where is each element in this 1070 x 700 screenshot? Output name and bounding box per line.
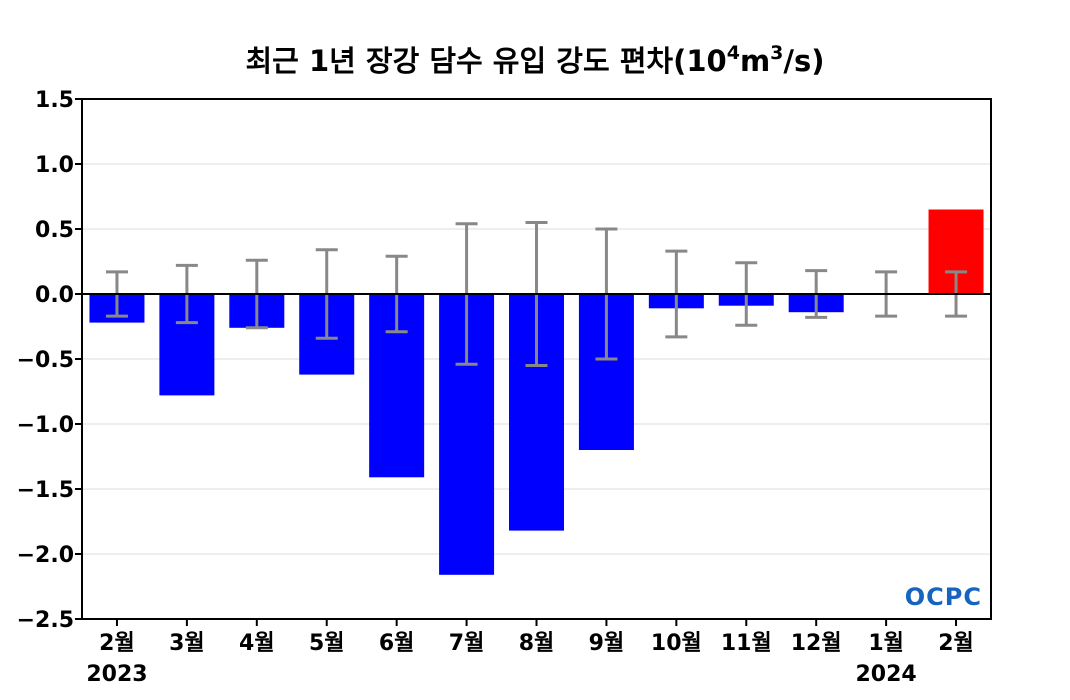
y-tick-label: −0.5 (17, 348, 74, 373)
x-tick-label: 1월 (868, 631, 904, 656)
y-tick-label: 1.0 (35, 153, 74, 178)
x-tick-label: 6월 (379, 631, 415, 656)
x-tick-label: 2월 (99, 631, 135, 656)
y-tick-label: −1.5 (17, 478, 74, 503)
x-tick-label: 3월 (169, 631, 205, 656)
title-main: 최근 1년 장강 담수 유입 강도 편차(10 (245, 44, 726, 78)
x-tick-label: 8월 (519, 631, 555, 656)
year-label: 2023 (86, 662, 147, 687)
x-tick-label: 5월 (309, 631, 345, 656)
x-tick-label: 9월 (589, 631, 625, 656)
x-axis: 2월 3월 4월 5월 6월 7월 8월 9월 10월 11월 12월 1월 2월 2023 2024 (86, 619, 974, 687)
logo-text: OCPC (905, 583, 982, 611)
x-tick-label: 2월 (938, 631, 974, 656)
ocpc-logo: OCPC (905, 583, 982, 611)
x-tick-label: 12월 (791, 631, 842, 656)
y-axis: 1.5 1.0 0.5 0.0 −0.5 −1.0 −1.5 −2.0 −2.5 (17, 88, 82, 633)
title-mid: m (740, 44, 770, 78)
chart-title: 최근 1년 장강 담수 유입 강도 편차(104m3/s) (245, 42, 824, 78)
x-tick-label: 7월 (449, 631, 485, 656)
y-tick-label: −2.0 (17, 543, 74, 568)
x-tick-label: 11월 (721, 631, 772, 656)
y-tick-label: −2.5 (17, 608, 74, 633)
y-tick-label: 1.5 (35, 88, 74, 113)
title-sup-2: 3 (770, 42, 783, 64)
y-tick-label: −1.0 (17, 413, 74, 438)
year-label: 2024 (855, 662, 916, 687)
title-end: /s) (783, 44, 824, 78)
bars (89, 209, 984, 575)
title-sup-1: 4 (727, 42, 740, 64)
y-tick-label: 0.5 (35, 218, 74, 243)
x-tick-label: 10월 (651, 631, 702, 656)
x-tick-label: 4월 (239, 631, 275, 656)
y-tick-label: 0.0 (35, 283, 74, 308)
